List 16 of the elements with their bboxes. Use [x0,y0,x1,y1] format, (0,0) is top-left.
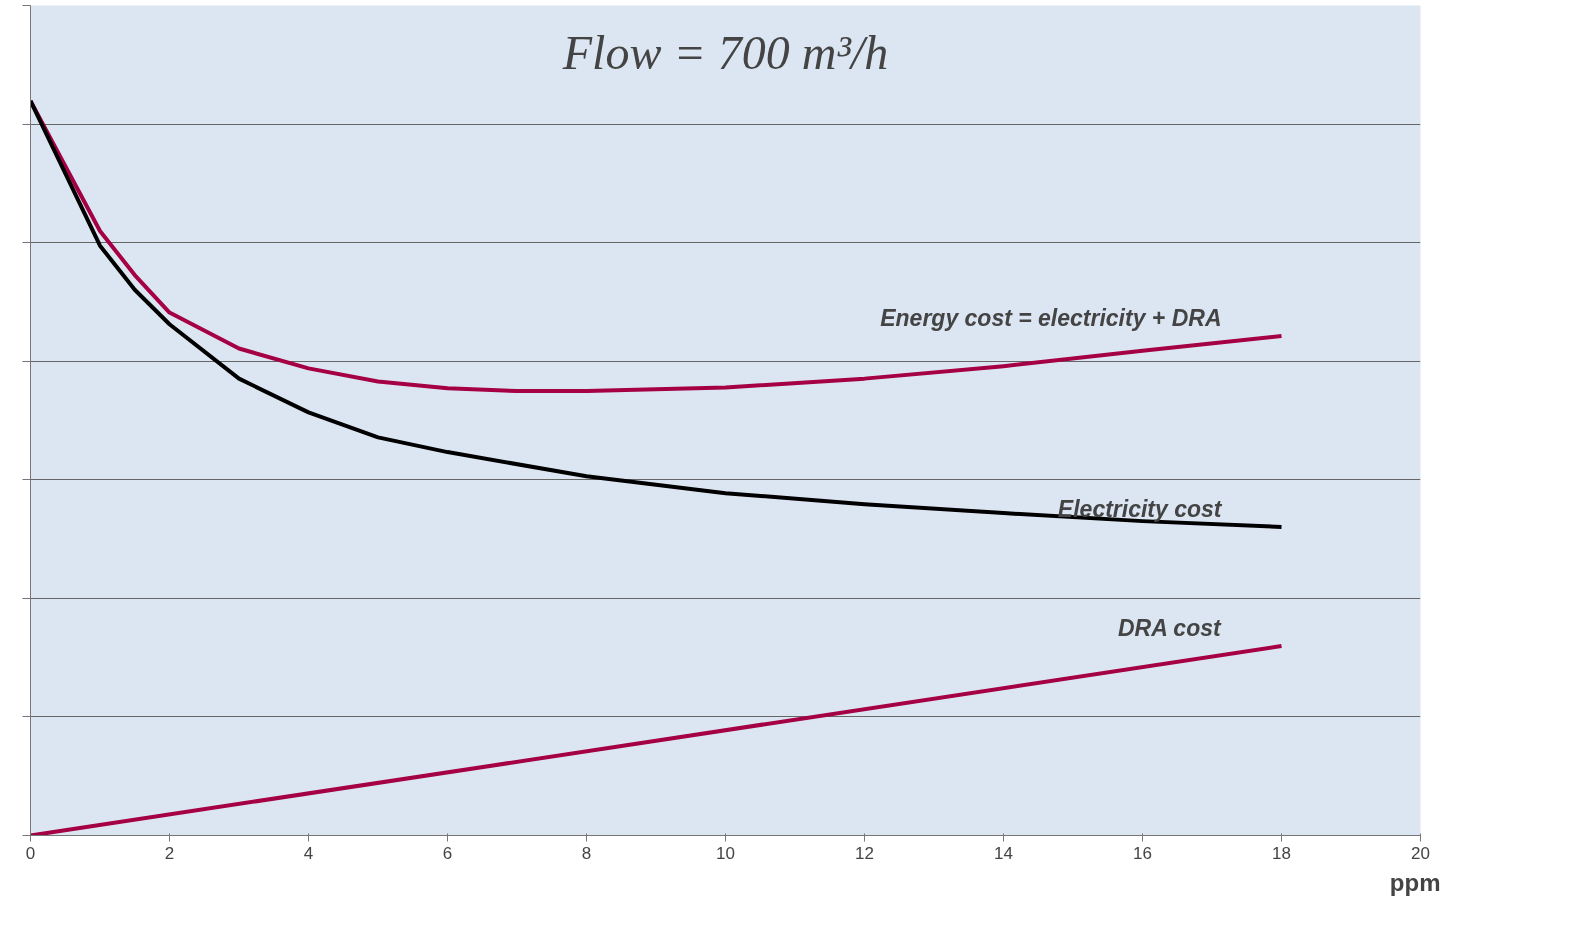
series-label: Energy cost = electricity + DRA [880,305,1222,332]
x-tick-label: 18 [1272,843,1291,863]
x-tick-label: 12 [855,843,874,863]
x-tick-label: 16 [1133,843,1152,863]
x-axis-title: ppm [1389,868,1441,896]
x-tick-label: 14 [994,843,1013,863]
x-tick-label: 0 [25,843,36,863]
series-label: Electricity cost [1057,496,1223,522]
x-tick-label: 10 [716,843,735,863]
x-tick-label: 8 [581,843,592,863]
x-tick-label: 20 [1411,843,1430,863]
series-label: DRA cost [1117,615,1222,641]
chart-title: Flow = 700 m³/h [561,25,889,79]
x-tick-label: 6 [442,843,453,863]
x-tick-label: 2 [164,843,175,863]
x-tick-label: 4 [303,843,314,863]
